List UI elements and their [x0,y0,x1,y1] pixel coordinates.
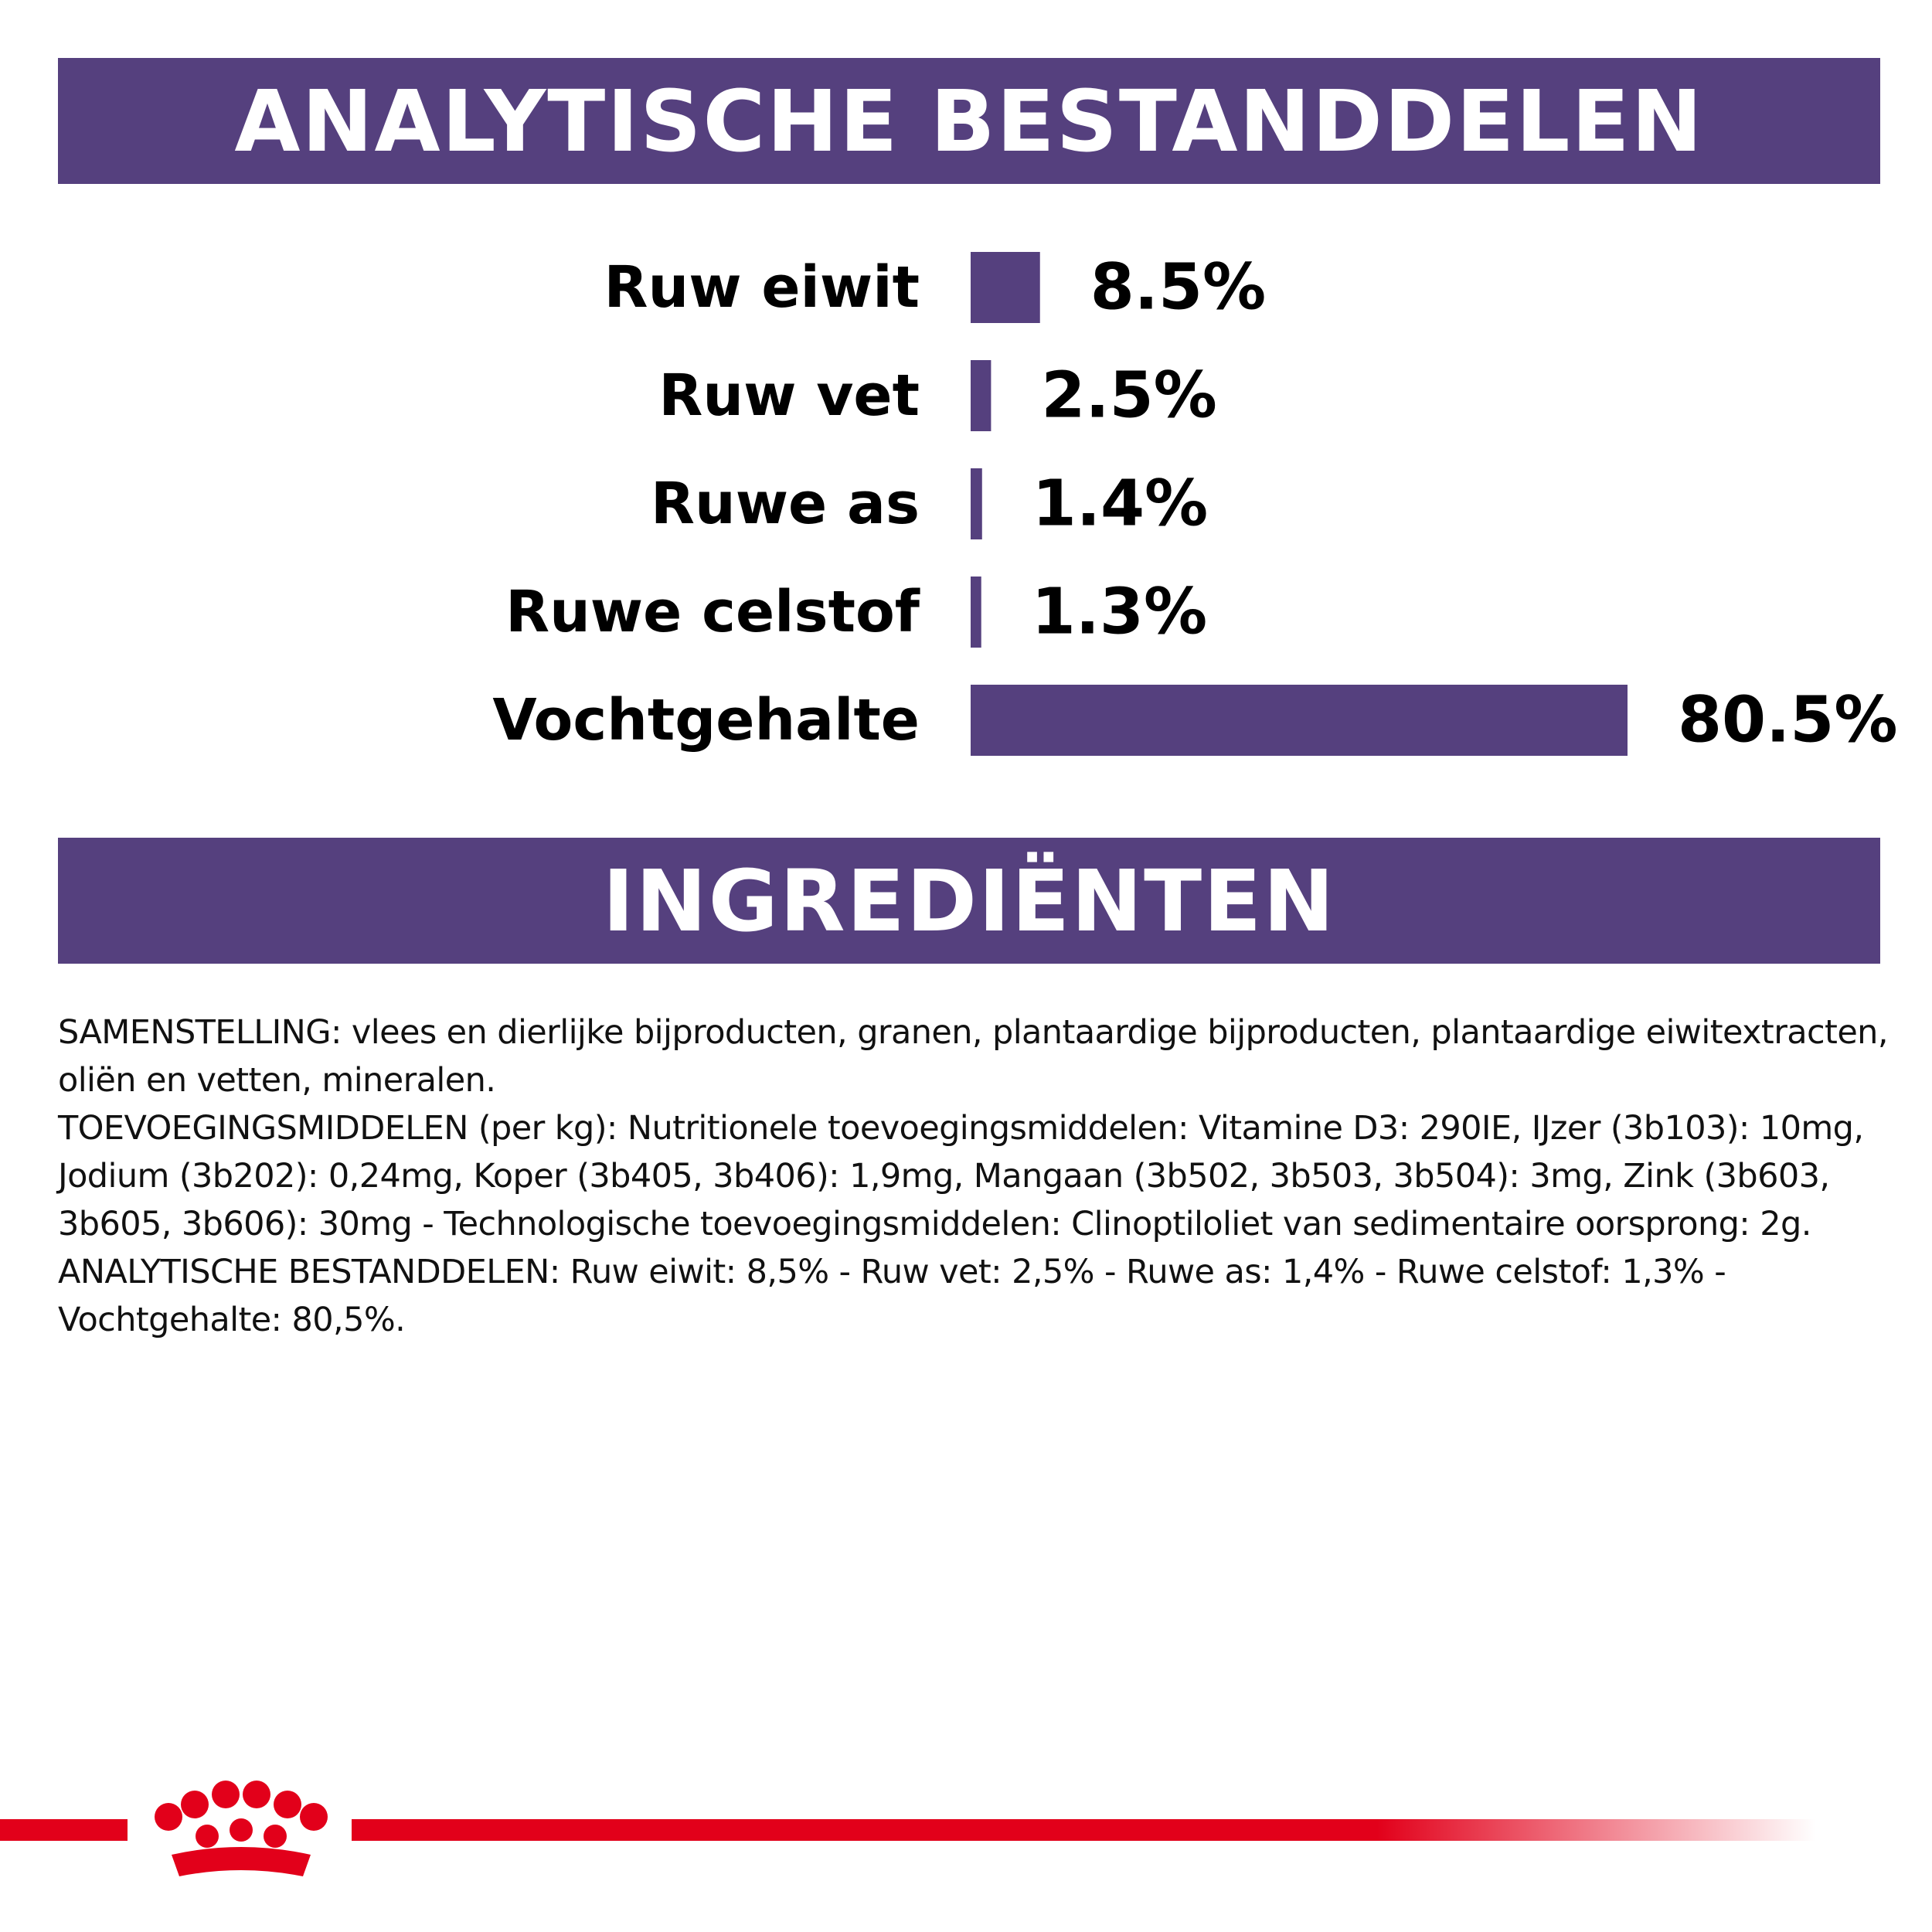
category-label: Ruwe celstof [505,579,920,645]
value-label: 8.5% [1090,251,1266,325]
bar [971,252,1040,323]
brand-footer [0,1781,1816,1876]
category-label: Ruw eiwit [604,254,920,321]
crown-logo-icon [155,1781,328,1876]
value-label: 1.3% [1032,576,1207,649]
bar [971,360,992,431]
value-label: 2.5% [1041,359,1216,433]
ingredients-text: SAMENSTELLING: vlees en dierlijke bijpro… [58,1009,1889,1344]
category-label: Vochtgehalte [492,687,920,753]
analytic-bar-chart: Ruw eiwit 8.5% Ruw vet 2.5% Ruwe as 1.4% Ruwe … [492,251,1897,757]
category-label: Ruwe as [651,471,920,537]
bar [971,468,982,539]
section-header-analytic: ANALYTISCHE BESTANDDELEN [58,58,1880,184]
section-title-ingredients: INGREDIËNTEN [602,851,1336,951]
footer-stripe-right [352,1819,1816,1841]
bar [971,685,1628,756]
analytic-paragraph: ANALYTISCHE BESTANDDELEN: Ruw eiwit: 8,5… [58,1253,1726,1339]
section-title-analytic: ANALYTISCHE BESTANDDELEN [234,71,1704,171]
additives-paragraph: TOEVOEGINGSMIDDELEN (per kg): Nutritione… [58,1109,1864,1243]
bar [971,577,981,648]
value-label: 1.4% [1032,468,1208,541]
category-label: Ruw vet [658,362,920,429]
section-header-ingredients: INGREDIËNTEN [58,838,1880,964]
value-label: 80.5% [1678,684,1897,757]
composition-paragraph: SAMENSTELLING: vlees en dierlijke bijpro… [58,1013,1889,1100]
footer-stripe-left [0,1819,128,1841]
